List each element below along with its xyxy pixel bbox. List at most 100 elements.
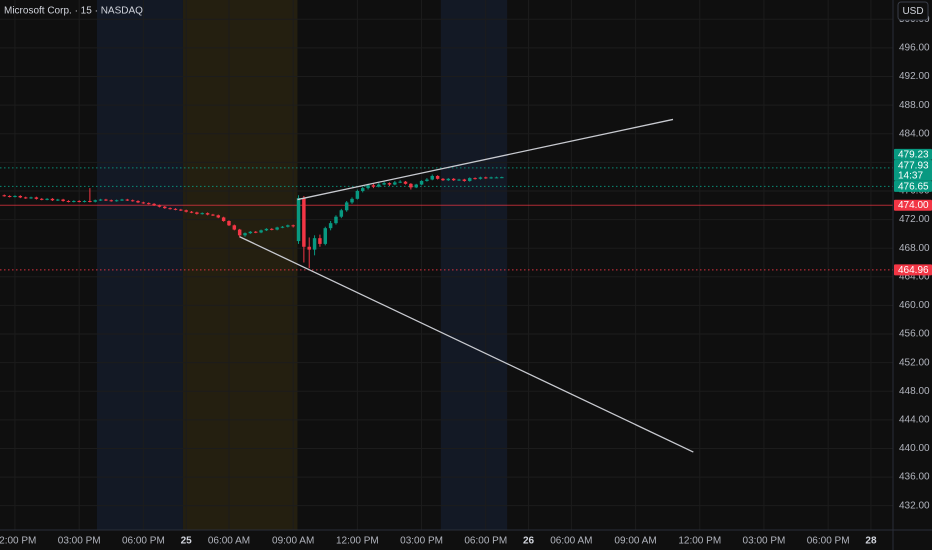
candle-body [168, 208, 172, 210]
candle-body [82, 200, 87, 202]
y-tick-label: 464.00 [899, 271, 930, 282]
candle-layer [2, 174, 504, 269]
candle-body [451, 178, 456, 181]
candle-body [270, 228, 274, 230]
price-label-box [894, 264, 932, 276]
candle-body [494, 177, 499, 179]
candle-body [286, 225, 290, 227]
candle-body [291, 225, 295, 227]
candle-body [189, 211, 194, 213]
candle-body [221, 217, 226, 222]
candle-body [109, 200, 114, 202]
y-tick-label: 496.00 [899, 43, 930, 54]
candle-body [350, 198, 354, 203]
currency-button[interactable] [897, 1, 929, 21]
candle-body [93, 200, 97, 202]
axis-layer: 432.00 436.00 440.00 444.00 448.00 452.00 456.… [0, 14, 930, 547]
candle-body [430, 175, 435, 180]
y-tick-label: 472.00 [899, 214, 930, 225]
candle-body [120, 199, 124, 201]
candle-body [382, 183, 386, 185]
x-tick-label: 03:00 PM [400, 536, 443, 547]
candle-body [414, 184, 418, 188]
price-label-text: 464.96 [898, 265, 929, 276]
y-tick-label: 448.00 [899, 386, 930, 397]
currency-label[interactable]: USD [902, 6, 923, 17]
y-tick-label: 460.00 [899, 300, 930, 311]
countdown-text: 14:37 [898, 170, 923, 181]
x-tick-label: 06:00 AM [550, 536, 592, 547]
candle-body [136, 200, 140, 203]
price-label-box [894, 148, 932, 160]
candle-body [184, 210, 188, 212]
candle-body [7, 195, 12, 197]
candle-body [50, 198, 55, 201]
candle-body [462, 179, 467, 181]
x-tick-label: 12:00 PM [0, 536, 36, 547]
session-band [440, 0, 508, 530]
candle-body [259, 230, 263, 233]
candle-body [307, 246, 311, 250]
candle-body [419, 180, 424, 185]
candle-body [446, 178, 451, 181]
candle-body [478, 177, 483, 179]
candle-body [275, 227, 279, 230]
candle-body [195, 212, 199, 214]
candle-body [56, 199, 60, 201]
y-tick-label: 488.00 [899, 100, 930, 111]
candle-body [441, 178, 445, 181]
candle-body [355, 190, 360, 199]
y-tick-label: 440.00 [899, 443, 930, 454]
candle-body [216, 215, 221, 218]
x-tick-label: 12:00 PM [336, 536, 379, 547]
trendline [239, 236, 694, 453]
x-tick-label: 06:00 PM [122, 536, 165, 547]
candle-body [387, 183, 392, 185]
price-label: 474.00 [894, 199, 932, 211]
price-label-box [894, 180, 932, 192]
candle-body [45, 198, 49, 200]
y-tick-label: 432.00 [899, 500, 930, 511]
candle-body [205, 213, 210, 215]
candle-body [377, 184, 381, 187]
x-tick-label: 09:00 AM [272, 536, 314, 547]
candle-body [489, 177, 493, 179]
candle-body [302, 198, 306, 247]
candle-body [393, 182, 397, 185]
x-tick-label: 28 [865, 536, 877, 547]
candle-body [334, 216, 338, 224]
candle-body [200, 213, 204, 215]
grid-layer [0, 0, 893, 530]
y-tick-label: 484.00 [899, 128, 930, 139]
x-tick-label: 03:00 PM [58, 536, 101, 547]
candle-body [66, 200, 71, 202]
price-label-text: 477.93 [898, 160, 929, 171]
candle-body [13, 195, 17, 197]
x-tick-label: 09:00 AM [614, 536, 656, 547]
trendline-layer [239, 118, 694, 453]
price-label: 479.23 [894, 148, 932, 160]
candle-body [23, 197, 28, 199]
candle-body [18, 195, 23, 198]
candle-body [339, 210, 344, 217]
candle-body [130, 200, 135, 202]
candle-body [2, 195, 7, 197]
candle-body [173, 208, 178, 210]
price-line-layer [0, 167, 893, 271]
candle-body [425, 179, 429, 181]
candle-body [360, 188, 365, 191]
candle-body [29, 197, 33, 199]
y-tick-label: 456.00 [899, 329, 930, 340]
candle-body [435, 175, 440, 179]
candle-body [163, 206, 167, 209]
candle-body [179, 209, 183, 211]
candle-body [366, 185, 370, 189]
candle-body [296, 198, 301, 242]
price-label-text: 479.23 [898, 149, 929, 160]
candle-body [264, 228, 269, 231]
